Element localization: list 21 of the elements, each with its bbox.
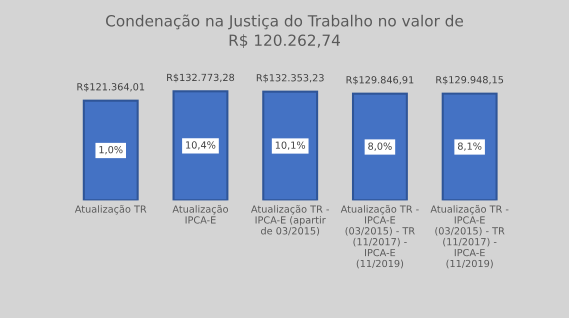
- data-label: R$129.948,15: [436, 76, 504, 85]
- x-tick-label: Atualização TR - IPCA-E (03/2015) - TR (11/2017) - IPCA-E (11/2019): [340, 205, 419, 268]
- bar: [352, 92, 408, 200]
- x-tick-label: Atualização IPCA-E: [172, 205, 228, 224]
- bar: [82, 100, 139, 200]
- annotation: 1,0%: [99, 146, 123, 154]
- x-tick-label: Atualização TR: [74, 205, 146, 214]
- chart-title: Condenação na Justiça do Trabalho no valor de R$ 120.262,74: [106, 14, 464, 48]
- data-label: R$121.364,01: [77, 82, 144, 92]
- x-tick-label: Atualização TR - IPCA-E (03/2015) - TR (11/2017) - IPCA-E (11/2019): [430, 205, 508, 268]
- x-tick-label: Atualização TR - IPCA-E (apartir de 03/2015): [251, 205, 329, 236]
- annotation: 10,1%: [276, 141, 306, 150]
- data-label: R$132.773,28: [167, 74, 234, 82]
- data-label: R$132.353,23: [256, 74, 324, 83]
- annotation: 8,1%: [458, 142, 482, 151]
- annotation: 10,4%: [186, 141, 216, 150]
- bar: [172, 90, 228, 200]
- annotation: 8,0%: [368, 142, 392, 151]
- bar: [262, 90, 318, 200]
- bar: [442, 92, 498, 200]
- data-label: R$129.846,91: [346, 76, 414, 85]
